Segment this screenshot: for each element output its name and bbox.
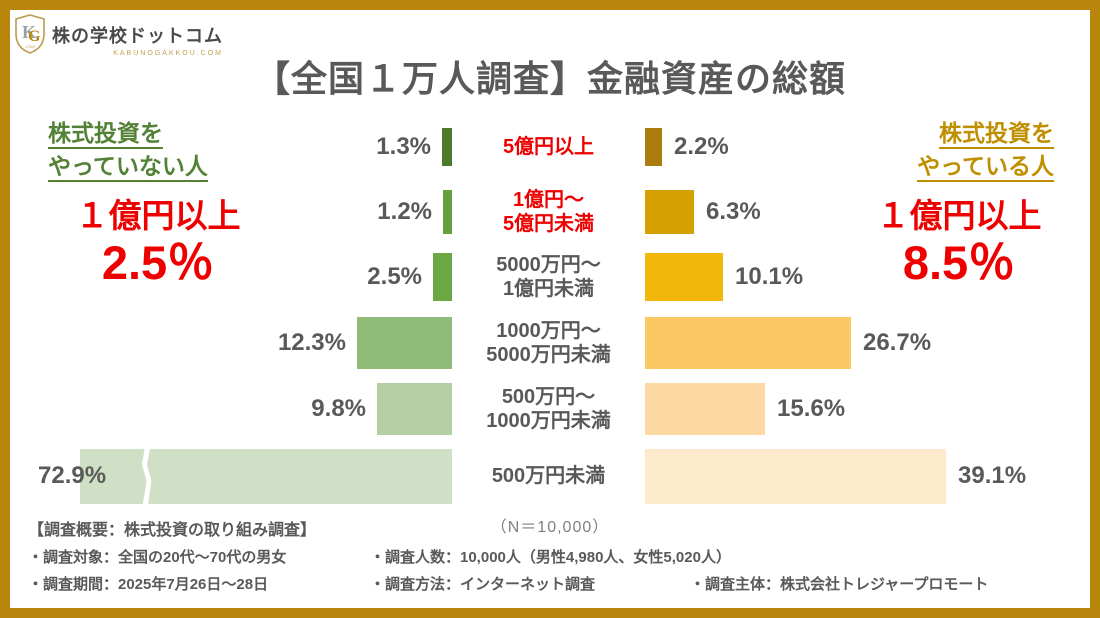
right-stat-label: １億円以上 (876, 197, 1042, 235)
right-percent-label: 39.1% (958, 462, 1027, 489)
right-bar (645, 317, 851, 369)
footer-heading: 【調査概要：株式投資の取り組み調査】 (28, 522, 317, 539)
bar-row: 72.9% 500万円未満 39.1% (10, 442, 1090, 510)
right-bar-zone: 15.6% (645, 376, 1090, 442)
right-bar-zone: 10.1% (645, 244, 1090, 310)
kg-shield-icon: K G COM (14, 14, 46, 54)
right-percent-label: 10.1% (735, 263, 804, 290)
left-bar (377, 383, 452, 435)
left-bar-zone: 9.8% (10, 376, 452, 442)
right-group-header-line2: やっている人 (864, 150, 1054, 183)
left-percent-label: 9.8% (311, 395, 366, 422)
right-bar-zone: 2.2% (645, 115, 1090, 179)
category-label: 5000万円〜 1億円未満 (496, 254, 601, 300)
left-stat-label: １億円以上 (75, 197, 241, 235)
bar-row: 2.5% 5000万円〜 1億円未満 10.1% (10, 244, 1090, 310)
category-label: 5億円以上 (502, 136, 595, 158)
right-bar-zone: 6.3% (645, 179, 1090, 244)
left-percent-label: 1.2% (377, 197, 432, 225)
category-zone: 500万円〜 1000万円未満 (452, 376, 645, 442)
left-percent-label: 72.9% (38, 462, 107, 489)
right-percent-label: 15.6% (777, 395, 846, 422)
left-group-header-line1: 株式投資を (48, 117, 268, 150)
sample-size-note: （N＝10,000） (490, 519, 610, 536)
left-bar-zone: 12.3% (10, 310, 452, 376)
left-group-header-line2: やっていない人 (48, 150, 268, 183)
footer-item-target: ・調査対象：全国の20代〜70代の男女 (28, 549, 287, 566)
left-bar-zone: 1.2% (10, 179, 452, 244)
category-zone: 5000万円〜 1億円未満 (452, 244, 645, 310)
page-title: 【全国１万人調査】金融資産の総額 (253, 58, 846, 99)
left-percent-label: 12.3% (277, 329, 346, 356)
right-group-header-line1: 株式投資を (864, 117, 1054, 150)
category-zone: 1000万円〜 5000万円未満 (452, 310, 645, 376)
header: K G COM 株の学校ドットコム KABUNOGAKKOU.COM 【全国１万… (10, 10, 1090, 115)
left-stat-value: 2.5％ (101, 235, 215, 289)
category-label: 1000万円〜 5000万円未満 (486, 320, 611, 366)
category-label: 500万円未満 (491, 465, 606, 487)
footer-line-1: ・調査対象：全国の20代〜70代の男女 ・調査人数：10,000人（男性4,98… (28, 546, 1080, 567)
left-percent-label: 2.5% (367, 263, 422, 290)
survey-overview-footer: 【調査概要：株式投資の取り組み調査】 ・調査対象：全国の20代〜70代の男女 ・… (20, 516, 1080, 598)
right-bar (645, 253, 723, 301)
right-bar (645, 189, 694, 234)
right-percent-label: 2.2% (674, 133, 729, 160)
left-bar-zone: 1.3% (10, 115, 452, 179)
right-bar (645, 448, 946, 504)
bar-row: 9.8% 500万円〜 1000万円未満 15.6% (10, 376, 1090, 442)
bar-row: 1.2% 1億円〜 5億円未満 6.3% (10, 179, 1090, 244)
left-bar (443, 189, 452, 234)
right-highlight-stat: １億円以上 8.5％ (864, 196, 1054, 290)
category-label: 500万円〜 1000万円未満 (486, 386, 611, 432)
footer-item-period: ・調査期間：2025年7月26日〜28日 (28, 576, 269, 593)
footer-item-organizer: ・調査主体：株式会社トレジャープロモート (690, 576, 989, 593)
left-bar (357, 317, 452, 369)
left-bar-zone: 2.5% (10, 244, 452, 310)
left-bar-zone: 72.9% (10, 442, 452, 510)
left-percent-label: 1.3% (376, 133, 431, 160)
footer-item-count: ・調査人数：10,000人（男性4,980人、女性5,020人） (370, 549, 731, 566)
right-bar (645, 383, 765, 435)
right-group-panel: 株式投資を やっている人 １億円以上 8.5％ (864, 117, 1054, 290)
bar-row: 12.3% 1000万円〜 5000万円未満 26.7% (10, 310, 1090, 376)
category-zone: 1億円〜 5億円未満 (452, 179, 645, 244)
svg-text:G: G (28, 28, 41, 45)
right-bar-zone: 39.1% (645, 442, 1090, 510)
footer-item-method: ・調査方法：インターネット調査 (370, 576, 596, 593)
right-percent-label: 6.3% (706, 197, 761, 225)
svg-text:COM: COM (25, 44, 34, 49)
right-bar (645, 128, 662, 166)
brand-logo: K G COM 株の学校ドットコム KABUNOGAKKOU.COM (14, 14, 223, 57)
left-highlight-stat: １億円以上 2.5％ (48, 196, 268, 290)
brand-domain: KABUNOGAKKOU.COM (113, 50, 223, 57)
bar-row: 1.3% 5億円以上 2.2% (10, 115, 1090, 179)
footer-line-2: ・調査期間：2025年7月26日〜28日 ・調査方法：インターネット調査 ・調査… (28, 573, 1080, 594)
right-bar-zone: 26.7% (645, 310, 1090, 376)
category-label: 1億円〜 5億円未満 (502, 188, 595, 235)
svg-text:K: K (22, 22, 36, 42)
category-zone: 500万円未満 (452, 442, 645, 510)
butterfly-chart: 株式投資を やっていない人 １億円以上 2.5％ 株式投資を やっている人 １億… (10, 115, 1090, 545)
left-bar (442, 128, 452, 166)
bar-rows: 1.3% 5億円以上 2.2% 1.2% 1億円〜 5億円未満 6.3% 2.5% 5000万円… (10, 115, 1090, 510)
left-bar (80, 446, 452, 506)
right-percent-label: 26.7% (863, 329, 932, 356)
left-group-panel: 株式投資を やっていない人 １億円以上 2.5％ (48, 117, 268, 290)
left-bar (433, 253, 452, 301)
right-stat-value: 8.5％ (902, 235, 1016, 289)
category-zone: 5億円以上 (452, 115, 645, 179)
brand-name: 株の学校ドットコム (52, 26, 223, 46)
bar-break-mark (141, 446, 152, 506)
